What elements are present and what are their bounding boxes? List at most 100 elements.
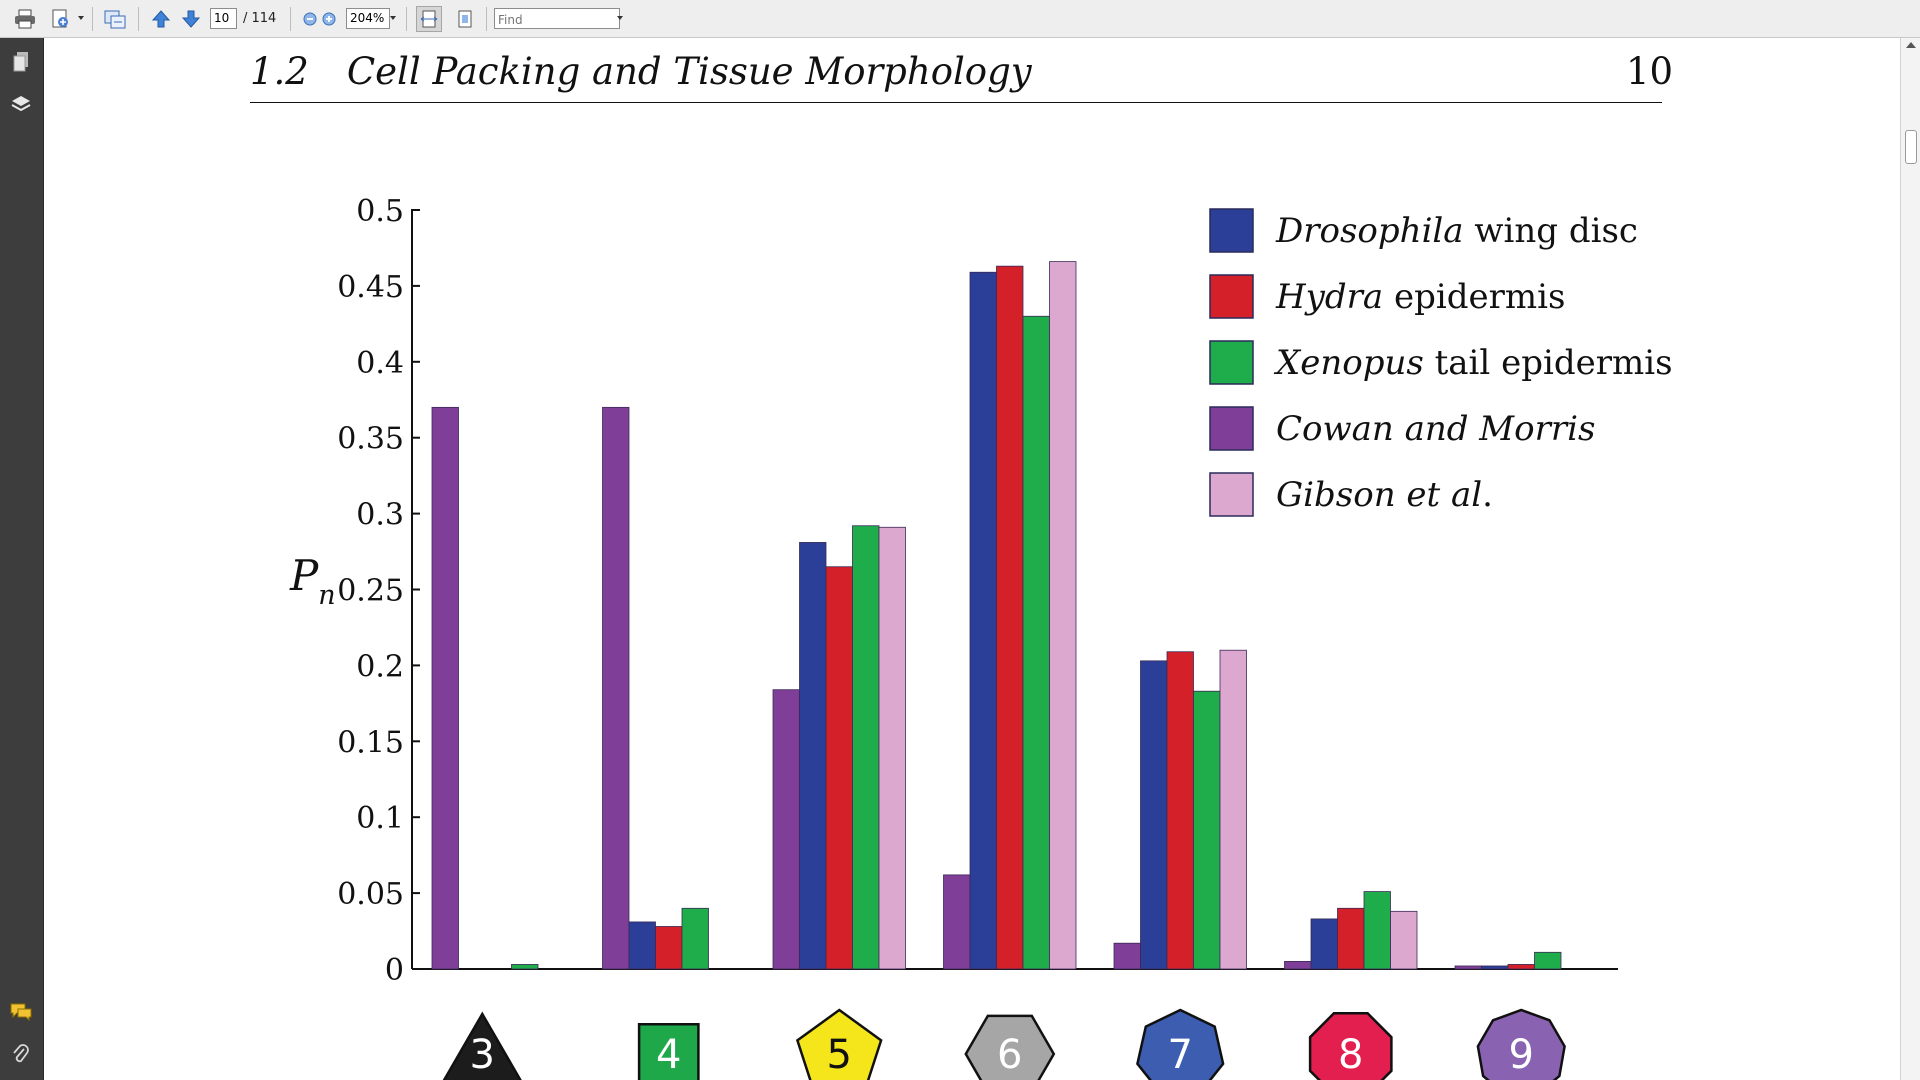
legend-swatch xyxy=(1209,274,1254,319)
bar xyxy=(1390,910,1418,970)
y-tick-label: 0.5 xyxy=(356,194,404,229)
bar xyxy=(1337,907,1365,970)
bar xyxy=(1049,261,1077,970)
y-tick-label: 0.4 xyxy=(356,346,404,381)
bar xyxy=(602,406,630,970)
toolbar-divider xyxy=(138,7,139,31)
bar xyxy=(1507,964,1535,970)
y-tick-label: 0.45 xyxy=(337,270,404,305)
page-number: 10 xyxy=(1626,50,1674,93)
zoom-level-input[interactable]: 204% xyxy=(346,8,390,29)
bar xyxy=(1284,961,1312,970)
attachments-icon[interactable] xyxy=(7,1040,35,1068)
legend-label: Gibson et al. xyxy=(1276,475,1493,515)
category-label: 6 xyxy=(997,1032,1022,1078)
navigation-sidebar xyxy=(0,38,44,1080)
bar xyxy=(772,689,800,970)
category-badge-5 xyxy=(795,1008,883,1080)
comments-icon[interactable] xyxy=(7,998,35,1026)
find-field[interactable] xyxy=(494,8,621,30)
bar xyxy=(1310,918,1338,970)
page-number-input[interactable]: 10 xyxy=(210,8,237,29)
legend-label: Xenopus tail epidermis xyxy=(1273,343,1673,383)
bar xyxy=(799,542,827,970)
export-dropdown-icon[interactable] xyxy=(78,16,84,20)
bar xyxy=(1454,965,1482,970)
category-label: 9 xyxy=(1509,1032,1534,1078)
zoom-out-icon[interactable] xyxy=(297,6,323,32)
find-input[interactable] xyxy=(495,10,621,30)
bar xyxy=(655,926,683,970)
y-tick-label: 0.15 xyxy=(337,725,404,760)
running-head: 1.2 Cell Packing and Tissue Morphology xyxy=(250,50,1032,93)
category-badge-9 xyxy=(1476,1008,1566,1080)
scroll-up-arrow-icon[interactable] xyxy=(1906,42,1916,48)
bar xyxy=(681,907,709,970)
toolbar-divider xyxy=(290,7,291,31)
y-tick-label: 0.35 xyxy=(337,422,404,457)
category-badge-6 xyxy=(964,1014,1056,1080)
category-badge-7 xyxy=(1136,1008,1225,1080)
zoom-dropdown-icon[interactable] xyxy=(390,16,396,20)
legend-label: Drosophila wing disc xyxy=(1275,211,1638,251)
section-title: Cell Packing and Tissue Morphology xyxy=(346,50,1032,93)
share-icon[interactable] xyxy=(102,6,128,32)
category-label: 8 xyxy=(1338,1032,1363,1078)
y-tick-label: 0.3 xyxy=(356,498,404,533)
bar xyxy=(878,526,906,970)
category-badge-8 xyxy=(1308,1012,1393,1080)
document-page: 1.2 Cell Packing and Tissue Morphology 10… xyxy=(44,38,1900,1080)
y-tick-label: 0.25 xyxy=(337,574,404,609)
legend-label: Cowan and Morris xyxy=(1276,409,1595,449)
bar xyxy=(1481,965,1509,970)
zoom-in-icon[interactable] xyxy=(316,6,342,32)
y-tick-label: 0.2 xyxy=(356,649,404,684)
y-axis-label: Pn xyxy=(289,551,336,611)
y-tick-label: 0 xyxy=(385,953,404,988)
y-tick-label: 0.05 xyxy=(337,877,404,912)
page-total-label: / 114 xyxy=(243,11,277,26)
export-icon[interactable] xyxy=(48,6,74,32)
legend-swatch xyxy=(1209,406,1254,451)
legend-swatch xyxy=(1209,340,1254,385)
bar xyxy=(628,921,656,970)
pages-icon[interactable] xyxy=(7,48,35,76)
y-tick-label: 0.1 xyxy=(356,801,404,836)
toolbar-divider xyxy=(486,7,487,31)
legend-swatch xyxy=(1209,472,1254,517)
previous-page-icon[interactable] xyxy=(148,6,174,32)
vertical-scrollbar[interactable] xyxy=(1900,38,1920,1080)
bar xyxy=(1022,315,1050,970)
legend-swatch xyxy=(1209,208,1254,253)
bar xyxy=(1219,649,1247,970)
bar xyxy=(1166,651,1194,970)
bar xyxy=(996,265,1024,970)
bar-chart: 0 0.05 0.1 0.15 0.2 0.25 0.3 0.35 0.4 0.45 0.5 Pn 3 4… xyxy=(289,194,1673,1080)
fit-page-icon[interactable] xyxy=(452,6,478,32)
toolbar: 10 / 114 204% xyxy=(0,0,1920,38)
bar xyxy=(431,406,459,970)
category-label: 7 xyxy=(1168,1032,1193,1078)
legend-label: Hydra epidermis xyxy=(1275,277,1565,317)
category-badge-3 xyxy=(442,1011,522,1080)
category-label: 4 xyxy=(656,1032,681,1078)
toolbar-divider xyxy=(92,7,93,31)
bar xyxy=(1363,891,1391,970)
fit-width-icon[interactable] xyxy=(416,6,442,32)
scroll-thumb[interactable] xyxy=(1905,130,1917,164)
toolbar-divider xyxy=(406,7,407,31)
bar xyxy=(825,566,853,970)
category-label: 3 xyxy=(470,1032,495,1078)
bar xyxy=(1113,942,1141,970)
find-options-dropdown-icon[interactable] xyxy=(617,16,623,20)
next-page-icon[interactable] xyxy=(178,6,204,32)
header-rule xyxy=(250,102,1662,103)
bar xyxy=(969,271,997,970)
category-badge-4 xyxy=(637,1023,700,1080)
print-icon[interactable] xyxy=(12,6,38,32)
category-label: 5 xyxy=(827,1032,852,1078)
bar xyxy=(1534,951,1562,970)
layers-icon[interactable] xyxy=(7,90,35,118)
bar xyxy=(1140,660,1168,970)
bar xyxy=(511,964,539,970)
